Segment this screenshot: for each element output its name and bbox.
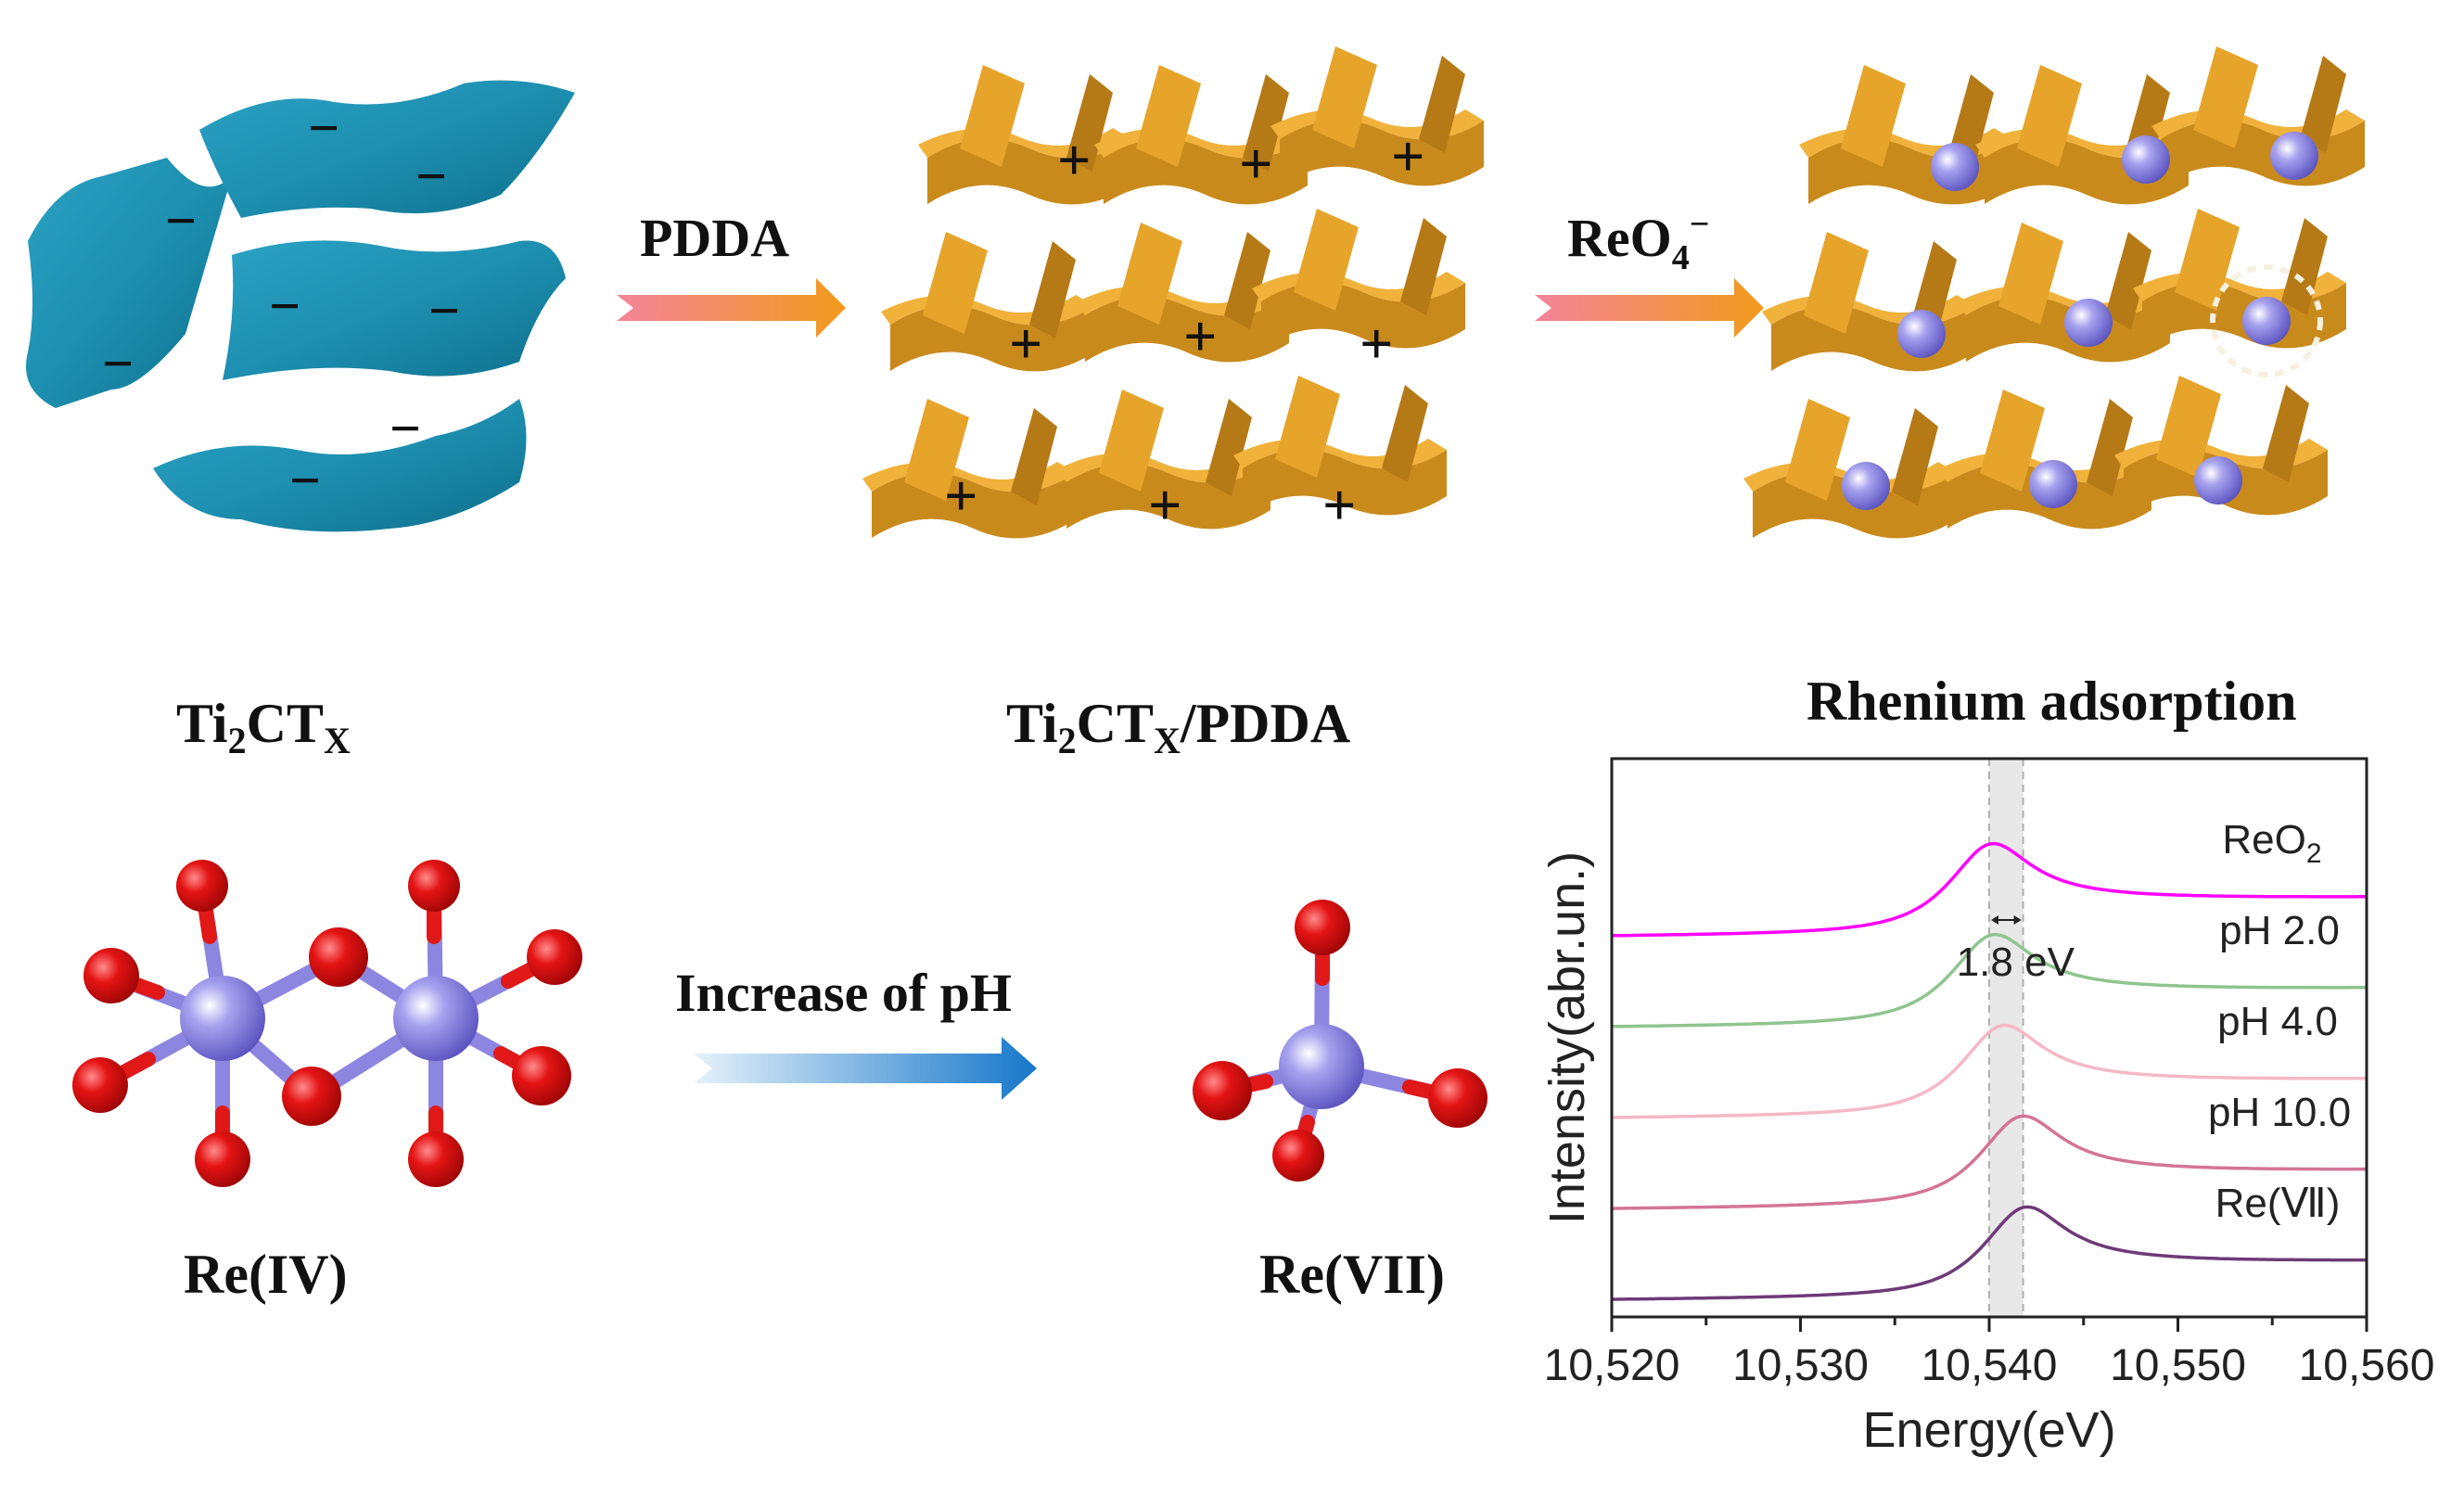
x-axis-ticks: 10,520 10,530 10,540 10,550 10,560	[1544, 1317, 2435, 1390]
mxene-sheet	[223, 240, 566, 380]
series-line	[1612, 932, 2367, 1029]
shift-arrow-icon	[1991, 915, 2022, 925]
ti2ctx-sheets: − − − − − − − −	[26, 80, 575, 532]
oxygen-atom	[1295, 900, 1350, 955]
reo4-ion	[2029, 460, 2077, 508]
oxygen-atom	[309, 927, 368, 987]
oxygen-atom	[512, 1046, 571, 1105]
reo4-ion	[2122, 135, 2170, 184]
positive-charge: +	[1009, 311, 1042, 377]
label-ti2ctx-pdda: Ti2CTX/PDDA	[1006, 693, 1350, 761]
rhenium-atom	[1279, 1024, 1364, 1109]
energy-shift-band	[1989, 759, 2024, 1317]
reo4-ion	[1931, 143, 1979, 191]
x-tick-label: 10,550	[2110, 1341, 2246, 1390]
series-label: pH 2.0	[2219, 908, 2340, 953]
positive-charge: +	[1239, 131, 1272, 197]
x-tick-label: 10,540	[1921, 1341, 2058, 1390]
x-tick-label: 10,530	[1732, 1341, 1869, 1390]
re-vii-molecule	[1193, 900, 1487, 1182]
oxygen-atom	[72, 1057, 128, 1113]
series-label-subscript: 2	[2306, 838, 2322, 869]
oxygen-atom	[1272, 1130, 1324, 1182]
series-line	[1612, 1023, 2367, 1119]
highlight-ring	[2210, 264, 2323, 377]
reo4-ion	[1897, 310, 1946, 358]
reo4-ion	[2270, 132, 2318, 180]
oxygen-atom	[1428, 1068, 1487, 1128]
label-rhenium-adsorption: Rhenium adsorption	[1807, 671, 2296, 732]
mxene-sheet	[153, 399, 527, 532]
re-iv-molecule	[72, 860, 582, 1187]
mxene-sheet	[26, 158, 232, 408]
arrow-increase-ph: Increase of pH	[675, 963, 1037, 1100]
label-re-vii: Re(VII)	[1259, 1244, 1445, 1305]
shift-annotation: 1.8 eV	[1957, 939, 2075, 985]
negative-charge: −	[389, 398, 421, 459]
y-axis-label: Intensity(abr.un.)	[1539, 851, 1595, 1224]
series-line	[1612, 1205, 2367, 1301]
arrow-reo4: ReO4−	[1535, 205, 1764, 338]
reo4-ion	[2194, 456, 2242, 505]
label-ti2ctx: Ti2CTX	[176, 693, 351, 761]
positive-charge: +	[1057, 127, 1091, 193]
reo4-ion	[2242, 297, 2291, 345]
series-label: Re(Ⅶ)	[2215, 1181, 2341, 1226]
positive-charge: +	[944, 463, 977, 529]
arrow-increase-ph-label: Increase of pH	[675, 963, 1012, 1023]
series-line	[1612, 1114, 2367, 1210]
adsorbed-ions	[1842, 132, 2323, 510]
oxygen-atom	[83, 948, 139, 1003]
rhenium-atom	[393, 976, 479, 1061]
xanes-chart: ReO2 pH 2.0 pH 4.0 pH 10.0 Re(Ⅶ) 10,520 10,53…	[1539, 757, 2435, 1458]
series-label: ReO2	[2222, 817, 2321, 869]
reo4-ion	[2064, 299, 2113, 347]
series-label: pH 10.0	[2208, 1090, 2351, 1135]
positive-charge: +	[1391, 123, 1424, 189]
series-label: pH 4.0	[2217, 999, 2338, 1044]
negative-charge: −	[308, 97, 339, 159]
x-tick-label: 10,560	[2299, 1341, 2435, 1390]
shift-arrow-head	[1991, 915, 1998, 925]
oxygen-atom	[408, 860, 460, 912]
positive-charge: +	[1183, 303, 1217, 369]
arrow-reo4-label: ReO4−	[1567, 205, 1709, 277]
oxygen-atom	[195, 1131, 250, 1187]
x-axis-label: Energy(eV)	[1862, 1402, 2115, 1458]
arrow-pdda: PDDA	[617, 208, 846, 338]
mxene-sheet	[199, 80, 575, 219]
shift-arrow-head	[2013, 915, 2022, 925]
oxygen-atom	[282, 1067, 341, 1126]
negative-charge: −	[102, 333, 134, 394]
negative-charge: −	[165, 190, 197, 251]
positive-charge: +	[1360, 311, 1393, 377]
arrow-pdda-label: PDDA	[640, 208, 789, 268]
positive-charge: +	[1322, 472, 1356, 538]
series-layer	[1612, 841, 2367, 1301]
oxygen-atom	[408, 1131, 464, 1187]
rhenium-atom	[180, 976, 265, 1061]
series-line	[1612, 841, 2367, 938]
negative-charge: −	[415, 146, 447, 207]
negative-charge: −	[289, 450, 321, 511]
label-re-iv: Re(IV)	[184, 1244, 348, 1305]
x-tick-label: 10,520	[1544, 1341, 1680, 1390]
oxygen-atom	[1193, 1061, 1252, 1120]
oxygen-atom	[176, 860, 228, 912]
reo4-ion	[1842, 462, 1890, 510]
negative-charge: −	[428, 280, 460, 341]
negative-charge: −	[269, 275, 300, 337]
oxygen-atom	[527, 929, 582, 985]
positive-charge: +	[1148, 472, 1181, 538]
series-labels: ReO2 pH 2.0 pH 4.0 pH 10.0 Re(Ⅶ)	[2208, 817, 2351, 1226]
